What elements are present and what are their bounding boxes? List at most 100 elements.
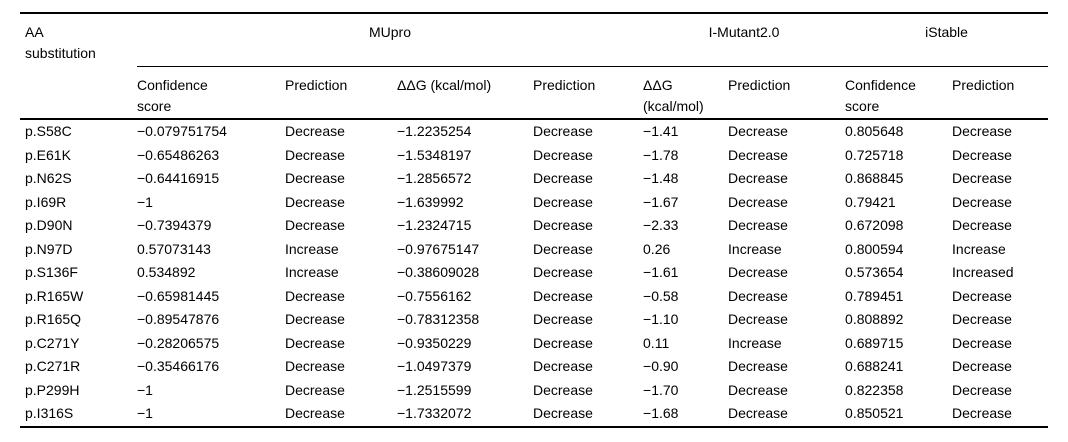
column-header-label: Prediction	[952, 76, 1015, 93]
mupro-ddg-cell: −0.7556162	[397, 287, 472, 304]
mupro-prediction-cell: Decrease	[285, 358, 345, 374]
imutant-ddg-cell: −1.67	[643, 193, 679, 210]
imutant-ddg-cell: −1.61	[643, 264, 679, 280]
aa-substitution-cell: p.D90N	[25, 217, 73, 233]
mupro-confidence-cell: −1	[137, 381, 153, 398]
table-row: p.E61K −0.65486263 Decrease −1.5348197 D…	[20, 144, 1048, 168]
imutant-prediction-cell: Increase	[728, 240, 782, 257]
mupro-ddg-cell: −1.2235254	[397, 123, 472, 139]
table-row: p.I69R −1 Decrease −1.639992 Decrease −1…	[20, 191, 1048, 215]
imutant-prediction-cell: Increase	[728, 334, 782, 351]
istable-confidence-cell: 0.672098	[845, 217, 904, 233]
imutant-ddg-cell: 0.11	[643, 334, 670, 351]
column-header-mupro-ddg-prediction: Prediction	[533, 66, 644, 120]
group-header-row: AA substitution MUpro I-Mutant2.0 iStabl…	[20, 13, 1049, 120]
istable-confidence-cell: 0.688241	[845, 358, 904, 374]
mupro-ddg-cell: −1.2856572	[397, 170, 472, 186]
istable-prediction-cell: Increase	[952, 240, 1006, 257]
imutant-prediction-cell: Decrease	[728, 123, 788, 139]
mupro-prediction-cell: Decrease	[285, 402, 397, 428]
mupro-prediction-cell: Decrease	[285, 381, 345, 398]
istable-confidence-cell: 0.800594	[845, 240, 904, 257]
mupro-prediction-cell: Decrease	[285, 193, 345, 210]
imutant-prediction-cell: Decrease	[728, 358, 788, 374]
imutant-prediction-cell: Decrease	[728, 287, 788, 304]
group-header-imutant: I-Mutant2.0	[643, 13, 846, 67]
mupro-ddg-prediction-cell: Decrease	[533, 381, 593, 398]
aa-substitution-cell: p.N97D	[25, 240, 73, 257]
imutant-ddg-cell: −1.10	[643, 311, 679, 327]
mupro-ddg-cell: −0.78312358	[397, 311, 480, 327]
subheader-row: Confidence score Prediction ΔΔG (kcal/mo…	[20, 66, 1049, 120]
mupro-ddg-prediction-cell: Decrease	[533, 402, 644, 428]
istable-prediction-cell: Decrease	[952, 311, 1012, 327]
istable-prediction-cell: Decrease	[952, 381, 1012, 398]
table-row: p.C271Y −0.28206575 Decrease −0.9350229 …	[20, 332, 1048, 356]
imutant-ddg-cell: −1.41	[643, 123, 679, 139]
table-row: p.S58C −0.079751754 Decrease −1.2235254 …	[20, 119, 1048, 144]
mupro-confidence-cell: 0.57073143	[137, 240, 211, 257]
mupro-prediction-cell: Decrease	[285, 311, 345, 327]
column-header-label: Confidence score	[845, 76, 916, 114]
mupro-ddg-cell: −1.5348197	[397, 146, 472, 163]
mupro-ddg-cell: −1.0497379	[397, 358, 472, 374]
mupro-confidence-cell: −0.89547876	[137, 311, 220, 327]
aa-substitution-cell: p.I316S	[20, 402, 137, 428]
imutant-ddg-cell: −2.33	[643, 217, 679, 233]
table-row: p.C271R −0.35466176 Decrease −1.0497379 …	[20, 355, 1048, 379]
column-header-label: Confidence score	[137, 76, 208, 114]
istable-prediction-cell: Decrease	[952, 146, 1012, 163]
column-header-mupro-prediction: Prediction	[285, 66, 397, 120]
column-header-istable-confidence-score: Confidence score	[845, 66, 953, 120]
mupro-confidence-cell: −0.7394379	[137, 217, 212, 233]
istable-prediction-cell: Decrease	[952, 402, 1049, 428]
imutant-ddg-cell: −1.78	[643, 146, 679, 163]
aa-substitution-cell: p.N62S	[25, 170, 72, 186]
column-header-label: ΔΔG (kcal/mol)	[643, 76, 704, 114]
aa-substitution-cell: p.C271Y	[25, 334, 80, 351]
mupro-ddg-prediction-cell: Decrease	[533, 287, 593, 304]
mupro-prediction-cell: Increase	[285, 240, 339, 257]
imutant-prediction-cell: Decrease	[728, 146, 788, 163]
imutant-ddg-cell: −0.90	[643, 358, 679, 374]
mupro-prediction-cell: Decrease	[285, 217, 345, 233]
imutant-ddg-cell: −1.68	[643, 402, 729, 428]
mupro-ddg-prediction-cell: Decrease	[533, 264, 593, 280]
mupro-ddg-cell: −0.97675147	[397, 240, 480, 257]
column-header-imutant-ddg: ΔΔG (kcal/mol)	[643, 66, 729, 120]
mupro-confidence-cell: 0.534892	[137, 264, 196, 280]
istable-confidence-cell: 0.79421	[845, 193, 896, 210]
istable-prediction-cell: Decrease	[952, 193, 1012, 210]
istable-prediction-cell: Decrease	[952, 358, 1012, 374]
table-row: p.D90N −0.7394379 Decrease −1.2324715 De…	[20, 214, 1048, 238]
mupro-ddg-prediction-cell: Decrease	[533, 193, 593, 210]
mupro-ddg-prediction-cell: Decrease	[533, 334, 593, 351]
istable-prediction-cell: Decrease	[952, 170, 1012, 186]
imutant-prediction-cell: Decrease	[728, 264, 788, 280]
stability-predictions-table: AA substitution MUpro I-Mutant2.0 iStabl…	[20, 12, 1049, 428]
istable-confidence-cell: 0.868845	[845, 170, 904, 186]
table-header: AA substitution MUpro I-Mutant2.0 iStabl…	[20, 13, 1049, 120]
istable-prediction-cell: Decrease	[952, 217, 1012, 233]
mupro-ddg-cell: −1.639992	[397, 193, 464, 210]
istable-prediction-cell: Increased	[952, 264, 1014, 280]
column-header-imutant-prediction: Prediction	[728, 66, 846, 120]
istable-confidence-cell: 0.789451	[845, 287, 904, 304]
mupro-ddg-prediction-cell: Decrease	[533, 358, 593, 374]
mupro-confidence-cell: −1	[137, 402, 285, 428]
mupro-prediction-cell: Decrease	[285, 123, 345, 139]
imutant-prediction-cell: Decrease	[728, 193, 788, 210]
mupro-ddg-cell: −0.9350229	[397, 334, 472, 351]
group-header-istable: iStable	[845, 13, 1049, 67]
mupro-ddg-prediction-cell: Decrease	[533, 170, 593, 186]
istable-confidence-cell: 0.725718	[845, 146, 904, 163]
table-row: p.R165Q −0.89547876 Decrease −0.78312358…	[20, 308, 1048, 332]
table-row: p.R165W −0.65981445 Decrease −0.7556162 …	[20, 285, 1048, 309]
table-row: p.N62S −0.64416915 Decrease −1.2856572 D…	[20, 167, 1048, 191]
aa-substitution-cell: p.I69R	[25, 193, 67, 210]
imutant-ddg-cell: −0.58	[643, 287, 679, 304]
column-header-label: Prediction	[728, 76, 791, 93]
istable-confidence-cell: 0.573654	[845, 264, 904, 280]
imutant-prediction-cell: Decrease	[728, 381, 788, 398]
